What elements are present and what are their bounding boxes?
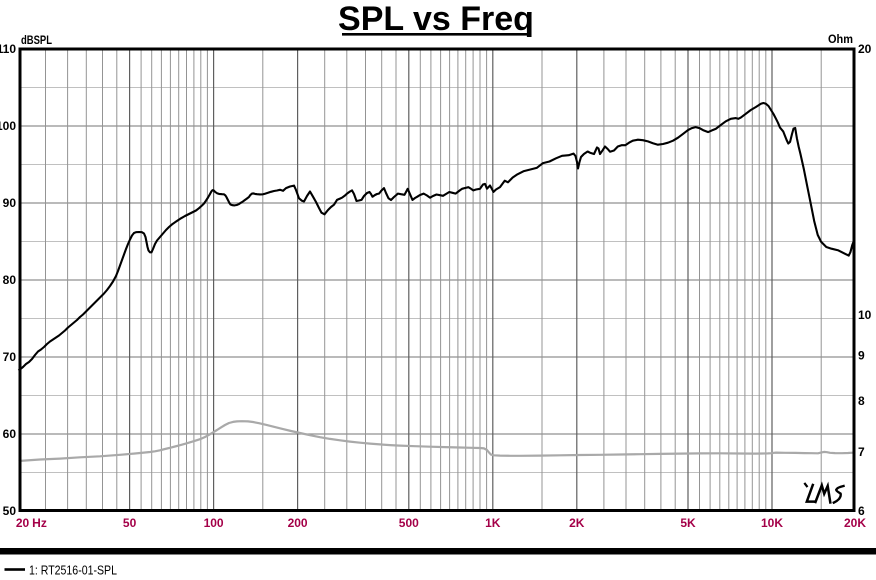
svg-text:200: 200: [288, 516, 308, 530]
svg-text:Ohm: Ohm: [828, 32, 853, 46]
svg-text:20: 20: [858, 42, 872, 56]
svg-text:20: 20: [16, 516, 30, 530]
svg-text:2K: 2K: [569, 516, 585, 530]
svg-text:9: 9: [858, 349, 865, 363]
svg-text:100: 100: [204, 516, 224, 530]
svg-text:Hz: Hz: [32, 516, 47, 530]
svg-text:500: 500: [399, 516, 419, 530]
svg-text:90: 90: [3, 196, 17, 210]
svg-text:7: 7: [858, 445, 865, 459]
svg-text:dBSPL: dBSPL: [21, 33, 52, 47]
svg-text:SPL vs Freq: SPL vs Freq: [338, 0, 534, 38]
svg-text:1: RT2516-01-SPL: 1: RT2516-01-SPL: [29, 563, 117, 578]
svg-text:10: 10: [858, 308, 872, 322]
svg-text:5K: 5K: [680, 516, 696, 530]
svg-text:80: 80: [3, 273, 17, 287]
svg-text:70: 70: [3, 350, 17, 364]
svg-text:100: 100: [0, 119, 16, 133]
svg-text:1K: 1K: [485, 516, 501, 530]
svg-text:6: 6: [858, 504, 865, 518]
svg-text:8: 8: [858, 394, 865, 408]
svg-text:50: 50: [123, 516, 137, 530]
svg-text:60: 60: [3, 427, 17, 441]
svg-text:110: 110: [0, 42, 16, 56]
svg-text:50: 50: [3, 504, 17, 518]
svg-text:10K: 10K: [761, 516, 783, 530]
svg-text:20K: 20K: [844, 516, 866, 530]
